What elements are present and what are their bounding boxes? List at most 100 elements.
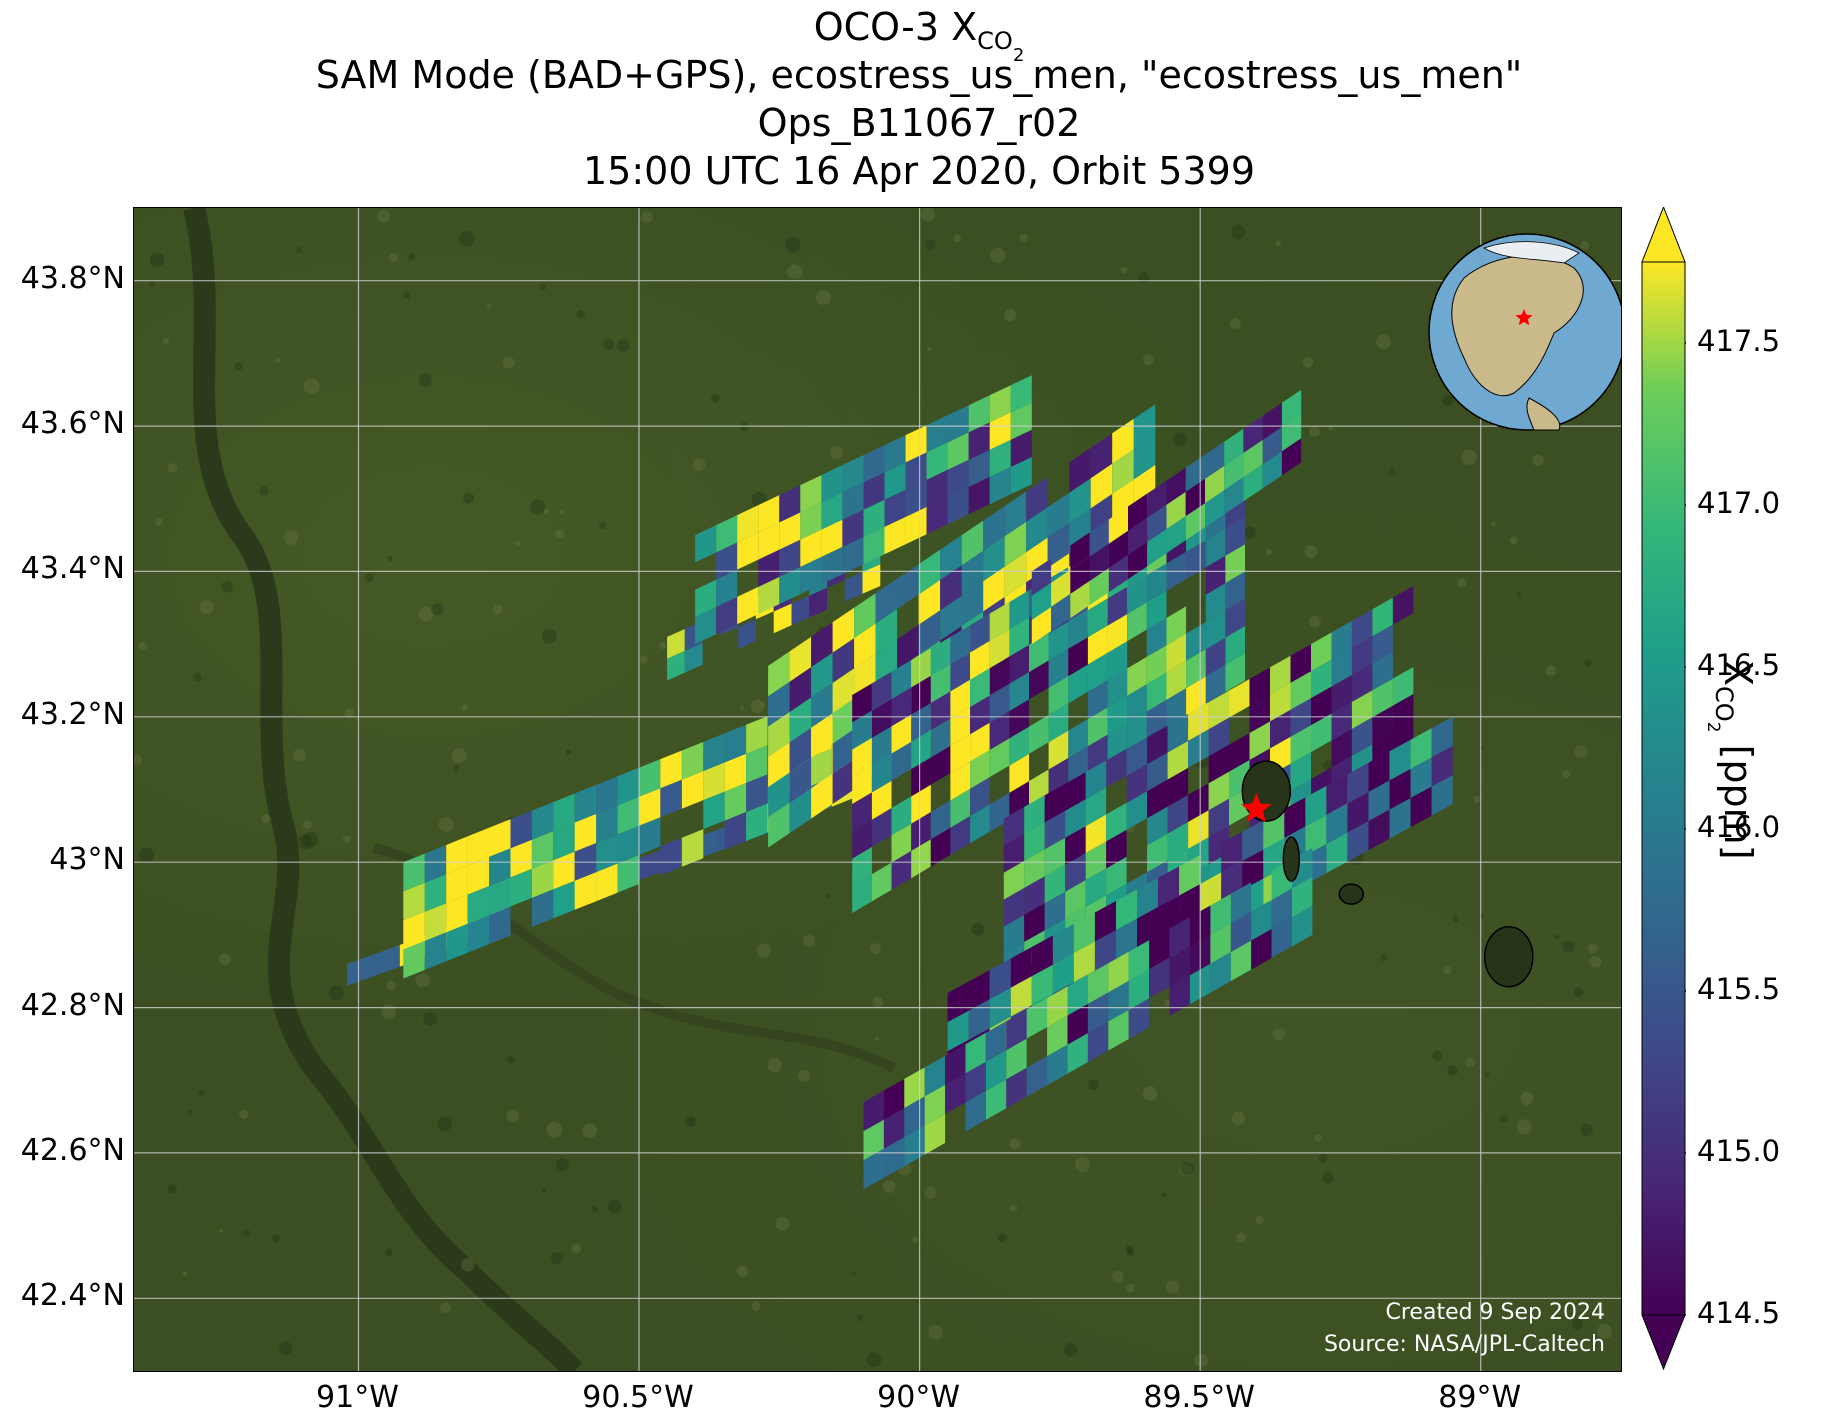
terrain-speck [1272,1028,1286,1041]
xco2-cell [403,882,425,921]
xco2-cell [930,745,951,785]
xco2-cell [617,796,639,835]
lat-tick-label: 43.4°N [20,551,125,587]
xco2-cell [660,750,682,789]
xco2-cell [1108,951,1129,993]
xco2-cell [639,759,661,797]
xco2-cell [758,522,780,560]
terrain-speck [1516,1119,1532,1135]
terrain-speck [1179,1164,1193,1177]
xco2-cell [1158,895,1180,937]
colorbar [1641,207,1686,1370]
credit-created: Created 9 Sep 2024 [1385,1300,1606,1325]
terrain-speck [1163,999,1172,1007]
xco2-cell [905,425,927,463]
xco2-cell [446,865,468,904]
xco2-cell [1251,928,1272,970]
xco2-cell [667,629,685,659]
xco2-cell [1372,597,1393,637]
xco2-cell [891,823,912,863]
xco2-cell [968,395,990,433]
xco2-cell [1149,957,1170,999]
xco2-cell [553,822,575,861]
xco2-cell [1210,952,1231,993]
xco2-cell [945,1073,966,1114]
terrain-speck [1194,1353,1208,1368]
xco2-cell [1347,791,1369,833]
xco2-cell [1431,745,1453,787]
terrain-speck [785,236,801,253]
xco2-cell [768,681,790,727]
terrain-speck [238,1109,249,1119]
xco2-cell [1224,428,1244,466]
xco2-cell [989,656,1010,696]
xco2-cell [403,853,425,892]
colorbar-tick-label: 416.0 [1697,810,1781,844]
title-line-3: Ops_B11067_r02 [757,101,1081,145]
xco2-cell [1048,648,1069,688]
xco2-cell [968,422,990,460]
xco2-cell [965,1090,986,1132]
terrain-speck [1499,1114,1508,1123]
terrain-speck [736,1265,749,1277]
terrain-speck [1120,266,1128,273]
xco2-cell [1147,480,1167,518]
terrain-speck [328,985,344,1001]
xco2-cell [950,679,971,719]
terrain-speck [866,1352,882,1368]
xco2-cell [1048,621,1069,661]
xco2-cell [510,839,532,878]
xco2-cell [768,712,790,757]
terrain-speck [617,339,630,352]
xco2-cell [1087,963,1109,1004]
xco2-cell [1010,429,1032,467]
lon-tick-label: 89°W [1438,1380,1522,1415]
terrain-speck [1308,615,1321,628]
xco2-cell [1169,946,1190,987]
xco2-cell [863,1148,884,1190]
xco2-cell [1290,752,1311,791]
xco2-cell [1166,491,1186,529]
xco2-cell [989,412,1011,450]
terrain-speck [953,234,961,243]
xco2-cell [1410,786,1432,828]
xco2-cell [1009,753,1029,793]
terrain-speck [1375,334,1391,350]
terrain-speck [1255,1215,1264,1225]
map-panel[interactable]: Created 9 Sep 2024 Source: NASA/JPL-Calt… [133,207,1622,1372]
xco2-cell [930,800,951,840]
xco2-cell [1431,716,1453,758]
terrain-speck [924,239,936,251]
terrain-speck [1309,426,1320,437]
xco2-cell [1106,802,1127,842]
terrain-speck [541,1188,547,1194]
xco2-cell [695,579,717,617]
xco2-cell [1410,728,1432,769]
xco2-cell [1010,457,1032,495]
xco2-cell [424,845,447,883]
xco2-cell [467,915,489,953]
xco2-cell [1158,866,1180,907]
xco2-cell [970,722,990,762]
xco2-cell [968,999,990,1040]
xco2-cell [1004,491,1027,537]
xco2-cell [1147,504,1167,542]
xco2-cell [1112,449,1134,494]
xco2-cell [1087,598,1108,638]
xco2-cell [1146,618,1167,657]
xco2-cell [1047,986,1068,1028]
xco2-cell [884,435,906,473]
terrain-speck [1322,1171,1334,1184]
xco2-cell [1368,751,1390,792]
xco2-cell [1205,583,1226,622]
terrain-speck [1485,1072,1490,1077]
terrain-speck [603,338,615,350]
xco2-cell [970,640,990,680]
globe-south-america [1526,397,1561,431]
xco2-cell [1044,837,1066,877]
xco2-cell [1149,928,1170,970]
xco2-cell [800,529,822,567]
xco2-cell [1146,590,1167,630]
terrain-speck [571,1243,582,1254]
xco2-cell [1188,810,1209,849]
